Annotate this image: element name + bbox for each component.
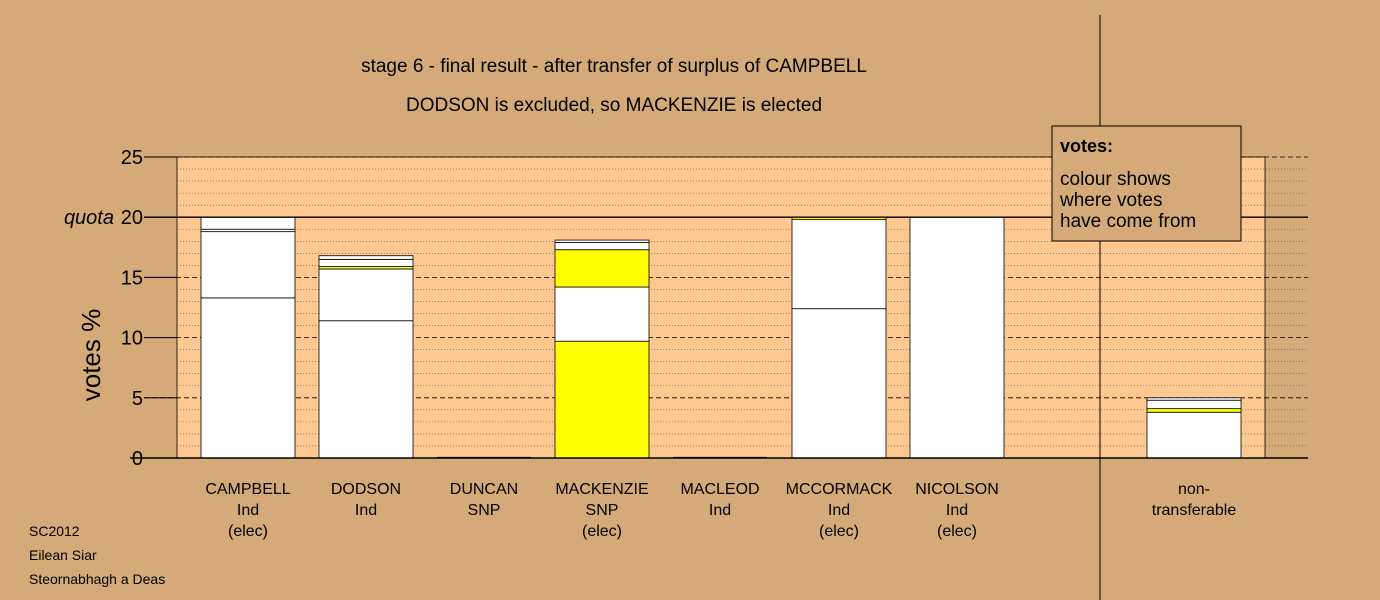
x-tick-label: (elec) <box>582 523 622 540</box>
chart-subtitle: DODSON is excluded, so MACKENZIE is elec… <box>406 95 822 116</box>
footer-line: Eilean Siar <box>29 547 97 563</box>
x-tick-label: CAMPBELL <box>205 481 290 498</box>
bar-segment <box>909 216 1005 459</box>
x-tick-label: NICOLSON <box>915 481 999 498</box>
x-tick-label: Ind <box>709 502 731 519</box>
x-tick-label: MACLEOD <box>680 481 759 498</box>
y-tick-label: 20 <box>121 207 143 229</box>
bar-segment <box>1146 411 1242 459</box>
legend-text-line: where votes <box>1059 190 1162 211</box>
chart-title: stage 6 - final result - after transfer … <box>361 56 867 77</box>
x-tick-label: Ind <box>946 502 968 519</box>
x-tick-label: Ind <box>355 502 377 519</box>
axes: 0 5 10 15 20 25 CAMPBELL Ind (elec) DODSON Ind DUNC… <box>121 15 1308 600</box>
x-tick-label: SNP <box>468 502 501 519</box>
x-tick-label: DODSON <box>331 481 401 498</box>
x-tick-label: (elec) <box>228 523 268 540</box>
y-tick-label: 10 <box>121 328 143 350</box>
bar-segment <box>318 258 414 267</box>
x-tick-label: (elec) <box>819 523 859 540</box>
bar-segment <box>554 286 650 342</box>
x-tick-label: SNP <box>586 502 619 519</box>
x-tick-label: transferable <box>1152 502 1237 519</box>
x-tick-label: MCCORMACK <box>786 481 893 498</box>
footer-line: SC2012 <box>29 523 80 539</box>
legend: votes: colour shows where votes have com… <box>1051 125 1242 242</box>
bar-segment <box>554 340 650 459</box>
bar-segment <box>791 308 887 459</box>
x-tick-label: MACKENZIE <box>555 481 648 498</box>
footer-line: Steornabhagh a Deas <box>29 571 165 587</box>
bar-segment <box>1146 408 1242 413</box>
bar-segment <box>554 249 650 288</box>
legend-text-line: have come from <box>1060 211 1196 232</box>
bar-segment <box>791 219 887 310</box>
bar-segment <box>200 231 296 299</box>
legend-title: votes: <box>1060 136 1113 156</box>
y-tick-label: 15 <box>121 267 143 289</box>
quota-label: quota <box>64 207 114 229</box>
x-tick-label: non- <box>1178 481 1210 498</box>
y-axis-label: votes % <box>76 309 106 402</box>
y-tick-label: 25 <box>121 147 143 169</box>
x-tick-label: DUNCAN <box>450 481 518 498</box>
x-tick-label: (elec) <box>937 523 977 540</box>
bar-segment <box>318 268 414 322</box>
bar-segment <box>200 216 296 230</box>
bar-segment <box>554 239 650 243</box>
legend-text-line: colour shows <box>1060 169 1171 190</box>
x-tick-label: Ind <box>828 502 850 519</box>
y-tick-label: 0 <box>132 448 143 470</box>
y-tick-label: 5 <box>132 388 143 410</box>
bar-segment <box>318 255 414 260</box>
bar-segment <box>200 297 296 459</box>
bar-segment <box>554 242 650 251</box>
bar-segment <box>1146 397 1242 401</box>
bar-segment <box>318 320 414 459</box>
bars <box>200 216 1242 459</box>
bar-segment <box>1146 399 1242 410</box>
x-tick-label: Ind <box>237 502 259 519</box>
